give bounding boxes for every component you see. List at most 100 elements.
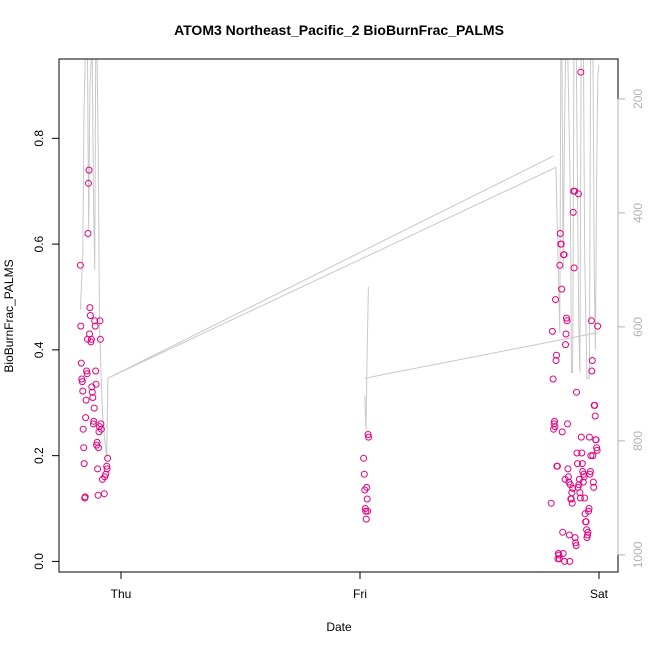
data-point xyxy=(578,460,586,468)
data-point xyxy=(572,542,580,550)
data-point xyxy=(83,367,91,375)
data-point xyxy=(360,454,368,462)
data-point xyxy=(84,230,92,237)
line-layer xyxy=(79,59,600,459)
data-point xyxy=(591,401,599,409)
right-tick-label: 800 xyxy=(631,431,645,451)
y-tick-label: 0.2 xyxy=(32,447,46,464)
data-point xyxy=(572,539,580,547)
data-point xyxy=(564,465,572,473)
data-point xyxy=(591,412,599,420)
data-point xyxy=(87,335,95,343)
data-point xyxy=(89,420,97,428)
y-tick-label: 0.4 xyxy=(32,341,46,358)
pressure-line-segment xyxy=(364,286,369,430)
data-point xyxy=(553,462,561,470)
data-point xyxy=(585,507,592,515)
data-point xyxy=(95,444,102,452)
y-tick-label: 0.0 xyxy=(32,553,46,570)
data-point xyxy=(576,494,584,502)
data-point xyxy=(92,367,100,375)
data-point xyxy=(564,473,572,481)
data-point xyxy=(584,528,592,536)
right-tick-label: 600 xyxy=(631,317,645,337)
data-point xyxy=(559,528,567,536)
pressure-line-segment xyxy=(79,59,600,459)
data-point xyxy=(83,370,91,378)
pressure-line-segment xyxy=(364,332,598,379)
data-point xyxy=(547,499,555,507)
data-point xyxy=(553,351,560,359)
x-tick-label: Thu xyxy=(111,587,132,601)
data-point xyxy=(592,436,600,444)
data-point xyxy=(570,264,578,272)
data-point xyxy=(593,446,601,454)
data-point xyxy=(85,179,92,187)
data-point xyxy=(362,507,370,515)
data-point xyxy=(571,534,579,542)
data-point xyxy=(562,341,569,349)
data-point xyxy=(593,444,601,452)
data-point xyxy=(89,394,97,401)
data-point xyxy=(86,312,94,319)
y-axis-label: BioBurnFrac_PALMS xyxy=(2,259,16,372)
data-point xyxy=(565,531,573,539)
data-point xyxy=(561,557,569,565)
data-point xyxy=(580,473,588,481)
data-point xyxy=(579,478,587,486)
data-point xyxy=(562,330,570,338)
data-point xyxy=(578,449,586,457)
data-point xyxy=(81,493,89,501)
data-point xyxy=(568,489,576,497)
data-point xyxy=(91,317,99,325)
data-point xyxy=(568,499,576,507)
data-point xyxy=(566,557,574,565)
data-point xyxy=(574,460,581,468)
data-point xyxy=(80,460,88,468)
data-point xyxy=(88,388,96,396)
x-axis: Thu Fri Sat xyxy=(111,571,609,601)
data-point xyxy=(362,515,370,523)
data-point xyxy=(583,534,591,542)
data-point xyxy=(569,484,577,492)
data-point xyxy=(104,454,112,462)
data-point xyxy=(563,314,570,322)
data-point xyxy=(563,317,571,325)
data-point xyxy=(92,380,100,388)
data-point xyxy=(573,449,581,457)
data-point xyxy=(91,322,99,330)
data-point xyxy=(589,478,597,486)
data-point xyxy=(94,465,102,473)
data-point xyxy=(587,317,595,325)
data-point xyxy=(588,357,596,364)
data-point xyxy=(79,425,87,433)
data-point xyxy=(556,261,564,269)
data-point xyxy=(97,420,105,428)
data-point xyxy=(584,531,591,539)
data-point xyxy=(103,465,111,473)
right-tick-label: 1000 xyxy=(631,541,645,568)
data-point xyxy=(566,481,574,489)
data-point xyxy=(77,359,85,367)
x-tick-label: Fri xyxy=(353,587,367,601)
data-point xyxy=(551,423,559,431)
y-tick-label: 0.6 xyxy=(32,235,46,252)
data-point xyxy=(585,505,593,512)
data-point xyxy=(78,378,86,386)
data-point xyxy=(364,507,372,515)
data-point xyxy=(556,230,564,237)
x-axis-label: Date xyxy=(326,620,352,634)
data-point xyxy=(80,444,88,452)
data-point xyxy=(82,414,90,422)
right-tick-label: 200 xyxy=(631,89,645,109)
data-point xyxy=(94,491,102,499)
y-tick-label: 0.8 xyxy=(32,130,46,147)
data-point xyxy=(363,495,371,503)
data-point xyxy=(577,433,585,441)
point-layer xyxy=(76,68,602,565)
data-point xyxy=(79,387,87,395)
x-tick-label: Sat xyxy=(590,587,609,601)
data-point xyxy=(549,375,557,383)
data-point xyxy=(558,428,566,436)
data-point xyxy=(552,296,559,304)
